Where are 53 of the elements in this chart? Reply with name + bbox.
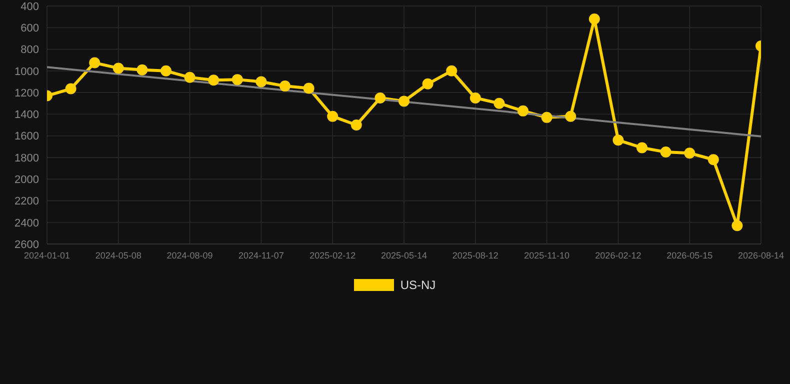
y-tick-label: 2000	[14, 174, 39, 186]
point	[398, 96, 410, 107]
point	[89, 57, 100, 68]
y-tick-label: 600	[20, 22, 39, 35]
point	[303, 82, 314, 94]
point	[136, 64, 148, 76]
x-tick-label: 2024-08-09	[166, 250, 213, 260]
legend-label: US-NJ	[400, 278, 436, 292]
x-tick-label: 2025-02-12	[310, 250, 356, 260]
y-tick-label: 1600	[14, 130, 39, 143]
y-tick-label: 1400	[14, 109, 39, 122]
x-tick-label: 2026-02-12	[595, 250, 642, 260]
point	[588, 13, 600, 24]
point	[518, 105, 528, 116]
x-tick-label: 2024-11-07	[238, 250, 284, 260]
y-tick-label: 1800	[14, 152, 39, 164]
x-tick-label: 2026-08-14	[738, 250, 784, 260]
point	[565, 110, 576, 122]
point	[494, 98, 505, 109]
x-tick-label: 2024-01-01	[24, 250, 70, 260]
y-tick-label: 2600	[14, 238, 39, 251]
point	[160, 65, 172, 76]
x-tick-label: 2025-08-12	[452, 250, 498, 260]
y-tick-label: 800	[20, 44, 39, 56]
point	[256, 76, 267, 88]
point	[112, 62, 124, 74]
point	[636, 142, 648, 154]
point	[422, 78, 434, 90]
point	[184, 72, 196, 83]
point	[732, 220, 743, 232]
point	[374, 92, 386, 104]
x-tick-label: 2025-05-14	[380, 250, 428, 260]
y-tick-label: 1000	[14, 66, 39, 78]
point	[350, 120, 362, 130]
y-tick-label: 2200	[14, 196, 39, 208]
y-tick-label: 2400	[14, 217, 39, 230]
x-tick-label: 2026-05-15	[666, 250, 713, 260]
point	[660, 146, 672, 158]
point	[232, 74, 243, 86]
point	[65, 83, 76, 94]
point	[208, 74, 220, 86]
point	[612, 134, 624, 146]
point	[684, 148, 696, 159]
point	[280, 80, 290, 92]
point	[470, 92, 481, 104]
y-tick-label: 1200	[14, 87, 39, 100]
x-tick-label: 2025-11-10	[524, 250, 570, 260]
y-tick-label: 400	[20, 0, 39, 13]
point	[541, 112, 552, 123]
point	[446, 65, 458, 76]
point	[327, 110, 338, 122]
x-tick-label: 2024-05-08	[95, 250, 142, 260]
point	[708, 154, 719, 166]
